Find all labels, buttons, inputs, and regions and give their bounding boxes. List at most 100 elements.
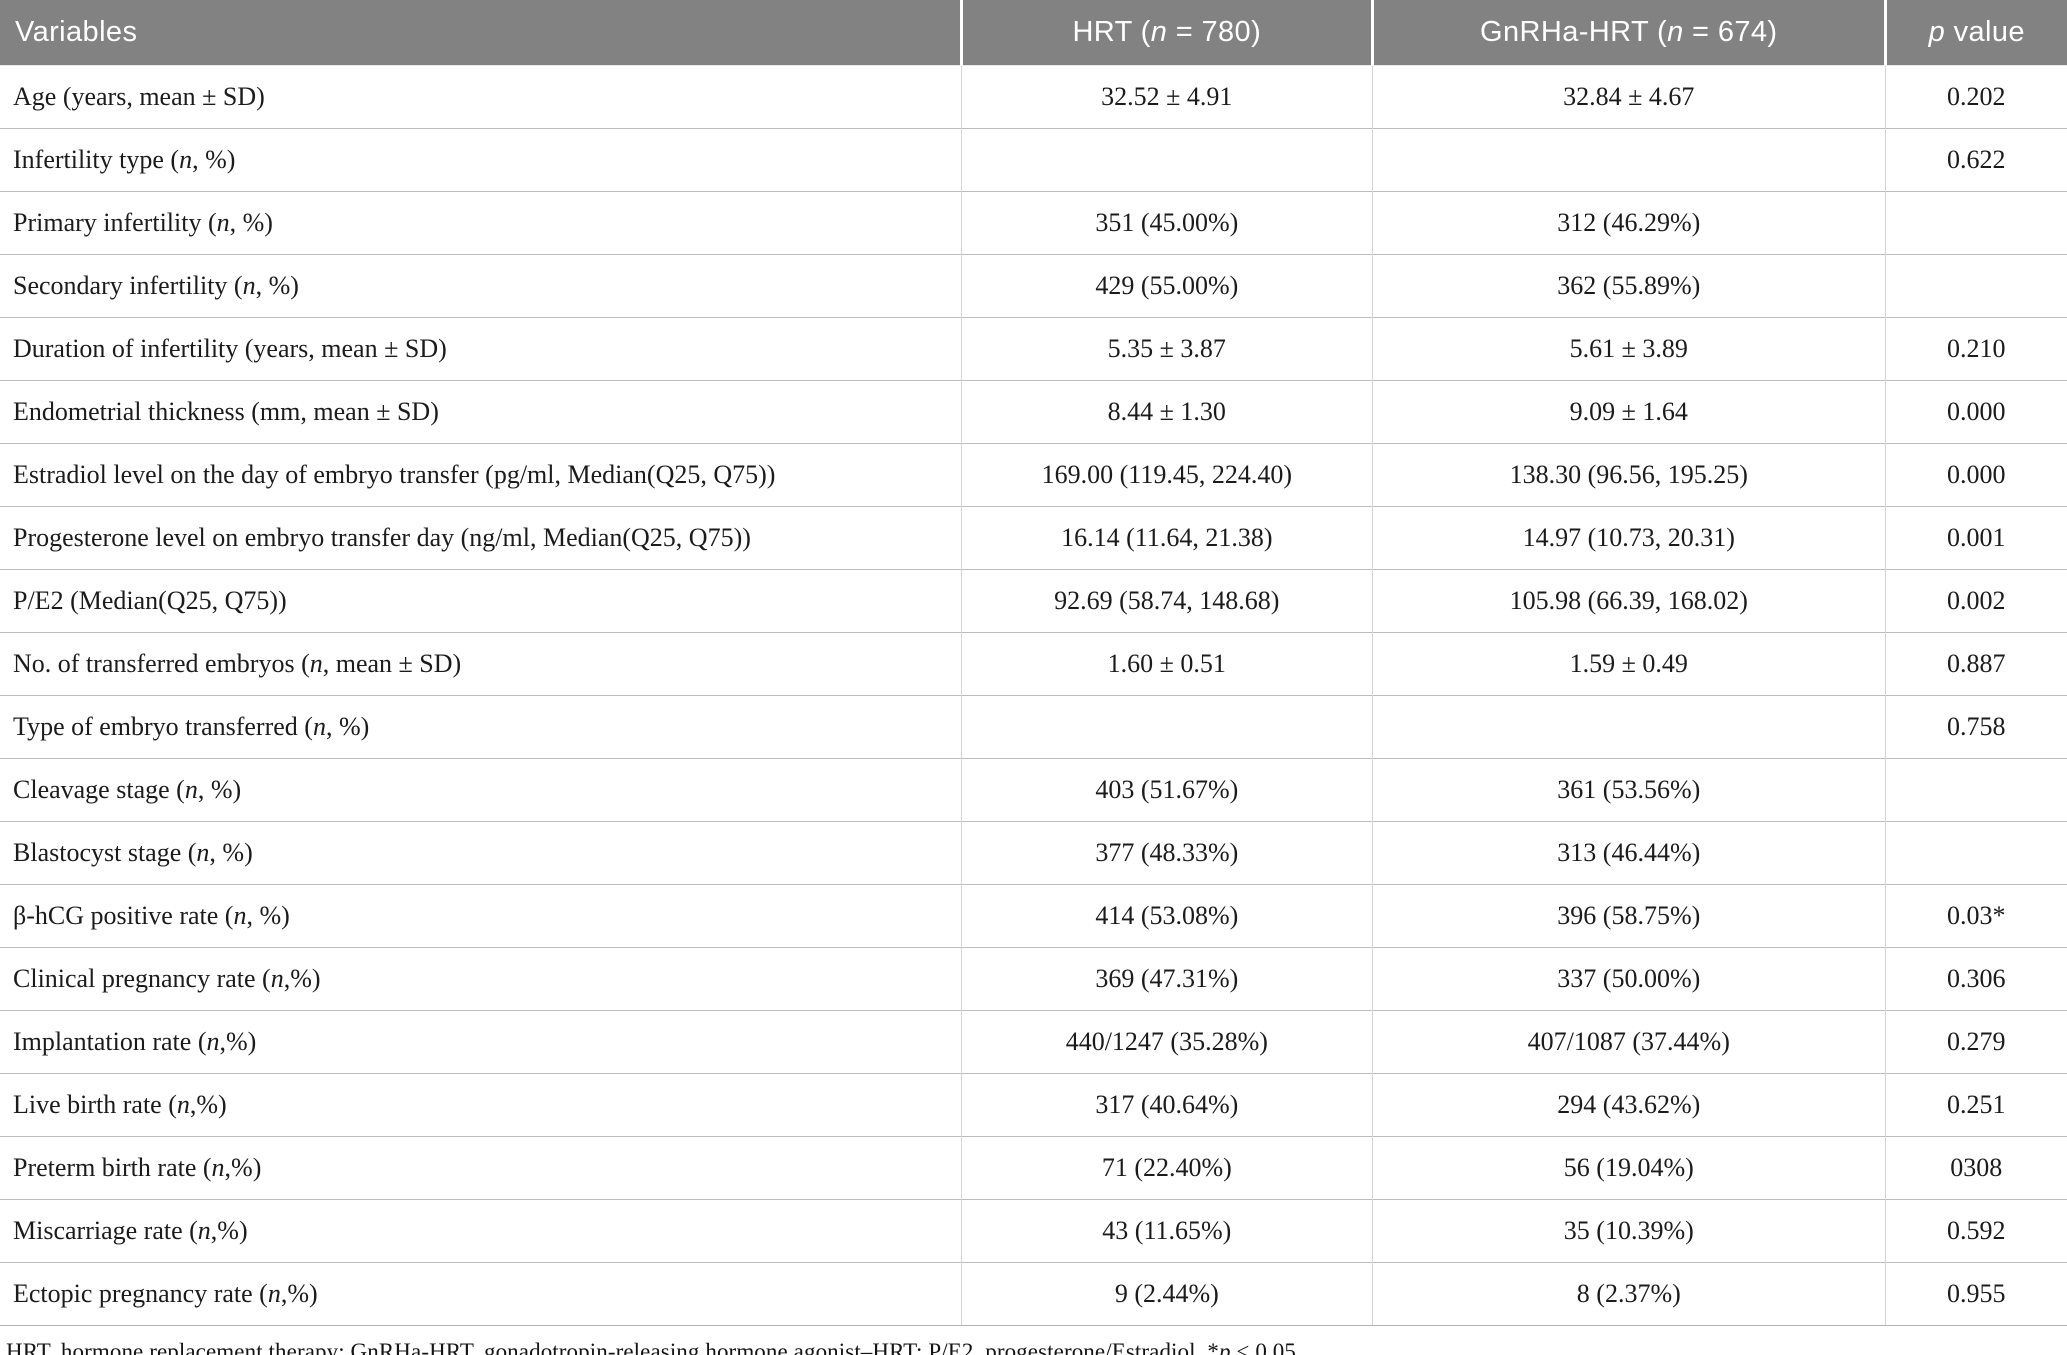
gnrha-value-cell: 35 (10.39%) [1371, 1199, 1886, 1263]
p-value-cell: 0.279 [1884, 1010, 2067, 1074]
variable-cell: Blastocyst stage (n, %) [0, 821, 962, 885]
variable-cell: Age (years, mean ± SD) [0, 65, 962, 129]
p-value-cell [1884, 821, 2067, 885]
hrt-value-cell: 5.35 ± 3.87 [960, 317, 1373, 381]
p-value-cell: 0.622 [1884, 128, 2067, 192]
table-row: Progesterone level on embryo transfer da… [0, 506, 2067, 570]
table-row: Infertility type (n, %) 0.622 [0, 128, 2067, 192]
gnrha-value-cell: 32.84 ± 4.67 [1371, 65, 1886, 129]
p-value-cell: 0.000 [1884, 380, 2067, 444]
p-value-cell: 0.03* [1884, 884, 2067, 948]
gnrha-value-cell: 1.59 ± 0.49 [1371, 632, 1886, 696]
gnrha-value-cell: 105.98 (66.39, 168.02) [1371, 569, 1886, 633]
hrt-value-cell: 351 (45.00%) [960, 191, 1373, 255]
hrt-value-cell: 429 (55.00%) [960, 254, 1373, 318]
table-row: Cleavage stage (n, %) 403 (51.67%) 361 (53… [0, 758, 2067, 822]
p-value-cell [1884, 254, 2067, 318]
hrt-value-cell: 1.60 ± 0.51 [960, 632, 1373, 696]
table-row: β-hCG positive rate (n, %) 414 (53.08%) 39… [0, 884, 2067, 948]
table-footnote: HRT, hormone replacement therapy; GnRHa-… [6, 1339, 1302, 1355]
variable-cell: P/E2 (Median(Q25, Q75)) [0, 569, 962, 633]
gnrha-value-cell: 9.09 ± 1.64 [1371, 380, 1886, 444]
hrt-value-cell: 32.52 ± 4.91 [960, 65, 1373, 129]
p-value-cell: 0.202 [1884, 65, 2067, 129]
p-value-cell: 0.887 [1884, 632, 2067, 696]
table-row: Implantation rate (n,%) 440/1247 (35.28%)… [0, 1010, 2067, 1074]
table-row: Preterm birth rate (n,%) 71 (22.40%) 56 (1… [0, 1136, 2067, 1200]
variable-cell: Duration of infertility (years, mean ± S… [0, 317, 962, 381]
column-header-variables: Variables [0, 0, 962, 66]
p-value-cell: 0308 [1884, 1136, 2067, 1200]
hrt-value-cell: 71 (22.40%) [960, 1136, 1373, 1200]
variable-cell: β-hCG positive rate (n, %) [0, 884, 962, 948]
variable-cell: Preterm birth rate (n,%) [0, 1136, 962, 1200]
variable-cell: Endometrial thickness (mm, mean ± SD) [0, 380, 962, 444]
table-header: Variables HRT (n = 780) GnRHa-HRT (n = 6… [0, 0, 2067, 66]
variable-cell: Live birth rate (n,%) [0, 1073, 962, 1137]
hrt-value-cell: 169.00 (119.45, 224.40) [960, 443, 1373, 507]
table-row: No. of transferred embryos (n, mean ± SD… [0, 632, 2067, 696]
table-row: Duration of infertility (years, mean ± S… [0, 317, 2067, 381]
column-header-p-value: p value [1883, 0, 2067, 66]
hrt-value-cell: 317 (40.64%) [960, 1073, 1373, 1137]
table-row: Live birth rate (n,%) 317 (40.64%) 294 (43… [0, 1073, 2067, 1137]
p-value-cell: 0.758 [1884, 695, 2067, 759]
p-value-cell: 0.210 [1884, 317, 2067, 381]
variable-cell: Infertility type (n, %) [0, 128, 962, 192]
column-header-hrt: HRT (n = 780) [959, 0, 1373, 66]
gnrha-value-cell [1371, 695, 1886, 759]
p-value-cell: 0.001 [1884, 506, 2067, 570]
hrt-value-cell: 403 (51.67%) [960, 758, 1373, 822]
hrt-value-cell: 9 (2.44%) [960, 1262, 1373, 1326]
hrt-value-cell: 369 (47.31%) [960, 947, 1373, 1011]
p-value-cell [1884, 191, 2067, 255]
hrt-value-cell: 414 (53.08%) [960, 884, 1373, 948]
variable-cell: Clinical pregnancy rate (n,%) [0, 947, 962, 1011]
gnrha-value-cell: 362 (55.89%) [1371, 254, 1886, 318]
p-value-cell: 0.251 [1884, 1073, 2067, 1137]
table-row: Endometrial thickness (mm, mean ± SD) 8.4… [0, 380, 2067, 444]
variable-cell: Ectopic pregnancy rate (n,%) [0, 1262, 962, 1326]
hrt-value-cell: 377 (48.33%) [960, 821, 1373, 885]
p-value-cell [1884, 758, 2067, 822]
variable-cell: Progesterone level on embryo transfer da… [0, 506, 962, 570]
table-row: Primary infertility (n, %) 351 (45.00%) 31… [0, 191, 2067, 255]
variable-cell: Primary infertility (n, %) [0, 191, 962, 255]
clinical-characteristics-table: Variables HRT (n = 780) GnRHa-HRT (n = 6… [0, 0, 2067, 1326]
hrt-value-cell: 440/1247 (35.28%) [960, 1010, 1373, 1074]
variable-cell: Secondary infertility (n, %) [0, 254, 962, 318]
variable-cell: Estradiol level on the day of embryo tra… [0, 443, 962, 507]
gnrha-value-cell: 14.97 (10.73, 20.31) [1371, 506, 1886, 570]
p-value-cell: 0.002 [1884, 569, 2067, 633]
column-header-gnrha-hrt: GnRHa-HRT (n = 674) [1370, 0, 1886, 66]
gnrha-value-cell: 396 (58.75%) [1371, 884, 1886, 948]
gnrha-value-cell: 5.61 ± 3.89 [1371, 317, 1886, 381]
gnrha-value-cell: 56 (19.04%) [1371, 1136, 1886, 1200]
table-row: Clinical pregnancy rate (n,%) 369 (47.31%… [0, 947, 2067, 1011]
gnrha-value-cell: 294 (43.62%) [1371, 1073, 1886, 1137]
gnrha-value-cell: 407/1087 (37.44%) [1371, 1010, 1886, 1074]
table-row: Estradiol level on the day of embryo tra… [0, 443, 2067, 507]
hrt-value-cell: 43 (11.65%) [960, 1199, 1373, 1263]
table-row: Age (years, mean ± SD) 32.52 ± 4.91 32.84 … [0, 65, 2067, 129]
table-row: Miscarriage rate (n,%) 43 (11.65%) 35 (10.… [0, 1199, 2067, 1263]
hrt-value-cell: 8.44 ± 1.30 [960, 380, 1373, 444]
gnrha-value-cell: 361 (53.56%) [1371, 758, 1886, 822]
table-row: Secondary infertility (n, %) 429 (55.00%)… [0, 254, 2067, 318]
gnrha-value-cell: 337 (50.00%) [1371, 947, 1886, 1011]
table-row: P/E2 (Median(Q25, Q75)) 92.69 (58.74, 148… [0, 569, 2067, 633]
variable-cell: Cleavage stage (n, %) [0, 758, 962, 822]
p-value-cell: 0.592 [1884, 1199, 2067, 1263]
header-row: Variables HRT (n = 780) GnRHa-HRT (n = 6… [0, 0, 2067, 66]
p-value-cell: 0.000 [1884, 443, 2067, 507]
variable-cell: No. of transferred embryos (n, mean ± SD… [0, 632, 962, 696]
hrt-value-cell: 92.69 (58.74, 148.68) [960, 569, 1373, 633]
gnrha-value-cell [1371, 128, 1886, 192]
table-row: Ectopic pregnancy rate (n,%) 9 (2.44%) 8 (… [0, 1262, 2067, 1326]
variable-cell: Type of embryo transferred (n, %) [0, 695, 962, 759]
gnrha-value-cell: 138.30 (96.56, 195.25) [1371, 443, 1886, 507]
hrt-value-cell: 16.14 (11.64, 21.38) [960, 506, 1373, 570]
p-value-cell: 0.306 [1884, 947, 2067, 1011]
hrt-value-cell [960, 695, 1373, 759]
